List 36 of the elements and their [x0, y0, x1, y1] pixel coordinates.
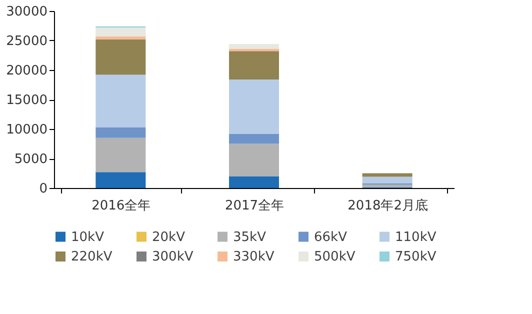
bar	[229, 79, 279, 134]
bar	[96, 138, 146, 172]
bar	[96, 39, 146, 75]
x-tick-label: 2018年2月底	[348, 198, 428, 214]
y-tick-label: 5000	[14, 152, 48, 167]
bar	[96, 172, 146, 188]
bar	[96, 28, 146, 36]
x-tick-label: 2017全年	[224, 198, 284, 214]
bar	[229, 51, 279, 80]
bar	[229, 144, 279, 176]
y-tick-label: 10000	[6, 122, 48, 138]
legend-label: 35kV	[233, 230, 266, 245]
legend-label: 10kV	[71, 230, 104, 245]
x-tick-label: 2016全年	[92, 198, 151, 214]
legend-label: 220kV	[71, 250, 112, 264]
y-tick-label: 30000	[6, 4, 48, 20]
legend-label: 20kV	[152, 230, 186, 245]
bar	[362, 176, 412, 184]
bar	[96, 74, 146, 128]
y-tick-label: 15000	[6, 93, 48, 108]
legend-label: 300kV	[152, 250, 194, 264]
bar	[96, 127, 146, 138]
bar	[229, 176, 279, 188]
legend-label: 750kV	[395, 250, 436, 264]
y-tick-label: 0	[39, 182, 48, 196]
legend-label: 500kV	[314, 250, 356, 264]
bar	[362, 184, 412, 188]
legend-label: 66kV	[314, 230, 348, 245]
legend-label: 110kV	[395, 230, 436, 245]
bar	[96, 36, 146, 40]
bar	[229, 44, 279, 49]
bar	[362, 173, 412, 177]
bar	[229, 134, 279, 144]
y-tick-label: 20000	[6, 64, 48, 78]
legend-label: 330kV	[233, 250, 274, 264]
y-tick-label: 25000	[6, 34, 48, 49]
